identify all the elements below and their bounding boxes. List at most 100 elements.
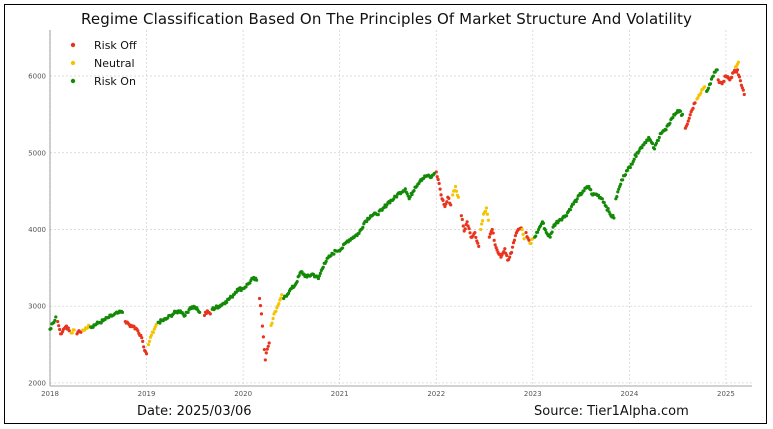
point-risk_off	[259, 312, 264, 316]
point-risk_off	[476, 241, 480, 245]
point-risk_off	[265, 347, 269, 351]
point-risk_on	[654, 141, 659, 145]
point-risk_off	[202, 313, 207, 318]
y-tick-label: 4000	[28, 226, 46, 234]
point-risk_off	[688, 113, 692, 117]
point-risk_off	[722, 79, 726, 83]
legend: Risk Off Neutral Risk On	[70, 39, 137, 88]
point-risk_on	[604, 204, 608, 209]
legend-item-risk_on: Risk On	[70, 75, 136, 88]
y-tick-label: 3000	[28, 303, 46, 311]
point-risk_off	[460, 217, 464, 222]
point-risk_off	[509, 250, 514, 255]
point-neutral	[147, 339, 152, 343]
point-neutral	[479, 227, 483, 232]
point-risk_on	[589, 188, 593, 192]
point-neutral	[522, 237, 526, 241]
point-risk_off	[491, 231, 495, 235]
point-risk_off	[737, 75, 742, 79]
point-risk_on	[625, 168, 630, 173]
point-risk_off	[260, 324, 265, 328]
point-risk_on	[408, 195, 412, 199]
point-risk_off	[474, 235, 478, 240]
point-risk_on	[587, 184, 591, 189]
point-risk_off	[467, 226, 471, 231]
point-risk_on	[574, 199, 578, 204]
legend-label-neutral: Neutral	[94, 57, 135, 70]
point-neutral	[86, 326, 90, 330]
point-risk_off	[685, 122, 689, 126]
point-risk_off	[438, 187, 442, 191]
point-risk_on	[120, 310, 125, 314]
point-risk_off	[742, 92, 746, 97]
point-risk_off	[461, 224, 465, 228]
point-risk_on	[318, 271, 322, 275]
point-risk_on	[634, 154, 638, 158]
point-risk_on	[616, 190, 620, 194]
point-risk_on	[617, 187, 621, 191]
point-risk_off	[58, 327, 62, 332]
point-risk_on	[650, 141, 655, 146]
point-neutral	[486, 218, 490, 222]
point-risk_on	[183, 313, 187, 318]
y-tick-label: 5000	[28, 149, 46, 157]
point-risk_off	[67, 329, 71, 333]
legend-label-risk_off: Risk Off	[94, 39, 137, 52]
point-risk_off	[473, 230, 477, 235]
point-risk_on	[623, 173, 628, 177]
x-tick-label: 2021	[331, 390, 349, 398]
point-neutral	[485, 212, 490, 216]
point-risk_on	[652, 147, 657, 151]
point-risk_off	[505, 253, 509, 258]
point-risk_off	[66, 326, 70, 330]
point-neutral	[279, 296, 283, 300]
point-risk_on	[317, 274, 322, 278]
point-risk_on	[534, 234, 538, 238]
point-neutral	[277, 301, 281, 306]
point-risk_on	[678, 109, 683, 113]
point-risk_off	[266, 344, 270, 348]
point-risk_on	[392, 197, 396, 201]
point-risk_on	[54, 315, 58, 319]
point-neutral	[703, 85, 707, 89]
point-risk_on	[657, 135, 661, 140]
point-neutral	[529, 241, 533, 246]
point-risk_off	[691, 106, 695, 110]
point-risk_off	[513, 234, 518, 238]
point-risk_on	[365, 219, 369, 224]
point-risk_on	[395, 195, 399, 199]
point-neutral	[483, 209, 488, 213]
point-risk_off	[527, 238, 531, 242]
point-risk_off	[79, 330, 83, 334]
point-risk_on	[582, 189, 586, 193]
point-neutral	[154, 323, 158, 327]
point-risk_off	[443, 204, 447, 209]
point-neutral	[271, 316, 275, 321]
point-risk_on	[357, 231, 361, 235]
point-risk_off	[449, 203, 453, 207]
point-risk_off	[267, 341, 271, 345]
point-risk_off	[445, 200, 449, 204]
point-neutral	[736, 60, 741, 64]
x-tick-label: 2023	[524, 390, 542, 398]
legend-marker-risk_off	[70, 42, 76, 48]
point-risk_off	[56, 319, 60, 324]
point-neutral	[146, 342, 151, 347]
point-risk_on	[630, 162, 634, 166]
point-neutral	[451, 193, 455, 197]
data-points	[48, 60, 746, 362]
point-risk_off	[262, 347, 266, 352]
chart-frame	[4, 4, 767, 424]
point-neutral	[280, 293, 284, 297]
point-risk_off	[436, 177, 440, 182]
point-risk_on	[596, 193, 601, 197]
point-risk_off	[511, 241, 516, 245]
point-risk_off	[136, 329, 140, 333]
point-neutral	[696, 96, 700, 100]
point-risk_off	[439, 193, 443, 197]
point-risk_off	[687, 116, 691, 120]
point-risk_on	[255, 278, 259, 282]
legend-marker-risk_on	[70, 78, 76, 84]
point-risk_on	[664, 128, 668, 132]
